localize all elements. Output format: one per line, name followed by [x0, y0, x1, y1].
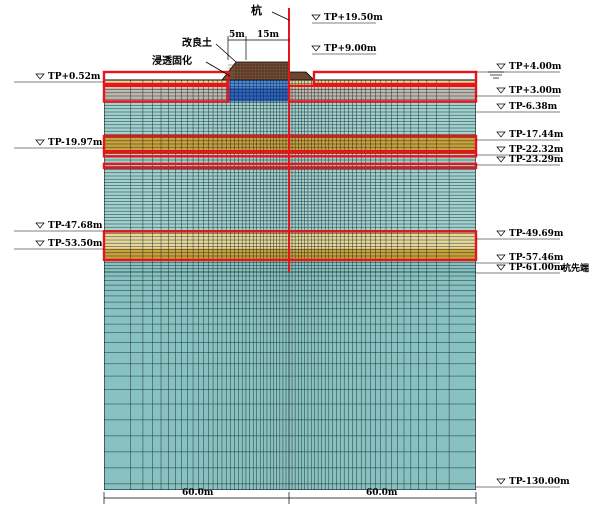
elevation-marker-icon — [35, 73, 45, 80]
right-elevation-label: TP+19.50m — [324, 13, 383, 23]
elevation-marker-icon — [311, 14, 321, 21]
elevation-marker-icon — [496, 146, 506, 153]
soil-layer — [104, 260, 476, 490]
left-elevation-label: TP-19.97m — [48, 138, 103, 148]
dim-bottom-left: 60.0m — [182, 488, 214, 498]
improved-soil-label: 改良土 — [182, 36, 212, 49]
elevation-marker-icon — [496, 156, 506, 163]
left-elevation-label: TP-47.68m — [48, 221, 103, 231]
elevation-marker-icon — [496, 254, 506, 261]
embankment-right — [288, 71, 315, 81]
left-elevation-labels: TP+0.52m TP-19.97m TP-47.68m TP-53.50m — [14, 72, 104, 250]
pile-label: 杭 — [251, 3, 262, 17]
elevation-marker-icon — [311, 45, 321, 52]
elevation-marker-icon — [496, 478, 506, 485]
dim-5m: 5m — [229, 30, 245, 40]
elevation-marker-icon — [496, 87, 506, 94]
dim-bottom-right: 60.0m — [366, 488, 398, 498]
dim-15m: 15m — [257, 30, 280, 40]
right-elevation-label: TP-6.38m — [509, 102, 558, 112]
elevation-marker-icon — [35, 240, 45, 247]
highlight-box — [102, 70, 230, 86]
highlight-box — [102, 84, 230, 103]
infiltration-zone — [228, 80, 289, 88]
right-elevation-label: TP-61.00m — [509, 263, 564, 273]
left-elevation-label: TP+0.52m — [48, 72, 101, 82]
right-elevation-label: TP+3.00m — [509, 86, 562, 96]
highlight-box — [312, 70, 478, 86]
elevation-marker-icon — [496, 103, 506, 110]
right-elevation-labels: TP+19.50m TP+9.00m TP+4.00m TP+3.00m TP-6.38… — [311, 13, 570, 488]
elevation-marker-icon — [496, 230, 506, 237]
right-elevation-label: TP-22.32m — [509, 145, 564, 155]
right-elevation-label: TP+4.00m — [509, 62, 562, 72]
elevation-marker-icon — [496, 131, 506, 138]
right-elevation-label: TP+9.00m — [324, 44, 377, 54]
pile-tip-label: 杭先端 — [562, 262, 589, 274]
right-elevation-label: TP-17.44m — [509, 130, 564, 140]
left-elevation-label: TP-53.50m — [48, 239, 103, 249]
right-elevation-label: TP-130.00m — [509, 477, 570, 487]
infiltration-label: 浸透固化 — [152, 54, 192, 67]
elevation-marker-icon — [35, 139, 45, 146]
elevation-marker-icon — [496, 63, 506, 70]
right-elevation-label: TP-57.46m — [509, 253, 564, 263]
elevation-marker-icon — [496, 264, 506, 271]
right-elevation-label: TP-23.29m — [509, 155, 564, 165]
water-level-icon — [488, 71, 504, 79]
elevation-marker-icon — [35, 222, 45, 229]
right-elevation-label: TP-49.69m — [509, 229, 564, 239]
embankment — [221, 61, 315, 81]
